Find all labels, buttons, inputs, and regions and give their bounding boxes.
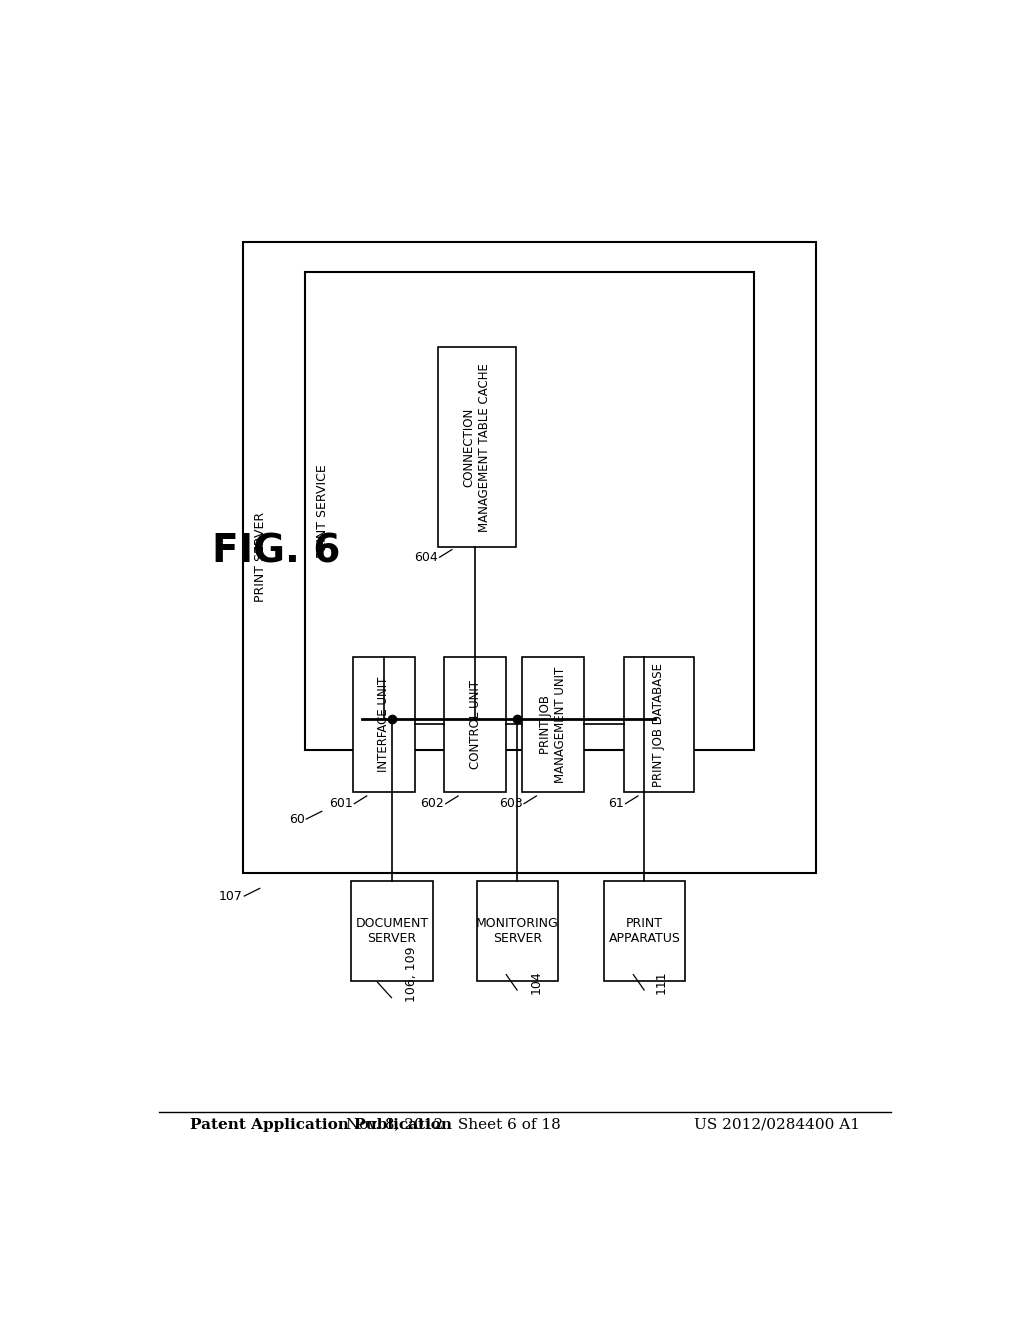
Bar bbox=[243, 242, 816, 873]
Text: Nov. 8, 2012   Sheet 6 of 18: Nov. 8, 2012 Sheet 6 of 18 bbox=[346, 1118, 561, 1131]
Text: 106, 109: 106, 109 bbox=[406, 946, 419, 1002]
Bar bbox=[522, 657, 585, 792]
Text: 602: 602 bbox=[421, 797, 444, 810]
Text: CONNECTION
MANAGEMENT TABLE CACHE: CONNECTION MANAGEMENT TABLE CACHE bbox=[463, 363, 490, 532]
Text: 61: 61 bbox=[608, 797, 624, 810]
Text: 107: 107 bbox=[219, 890, 243, 903]
Text: MONITORING
SERVER: MONITORING SERVER bbox=[476, 916, 559, 945]
Text: 104: 104 bbox=[529, 970, 543, 994]
Text: PRINT SERVER: PRINT SERVER bbox=[254, 512, 266, 602]
Text: PRINT JOB DATABASE: PRINT JOB DATABASE bbox=[652, 663, 666, 787]
Text: PRINT JOB
MANAGEMENT UNIT: PRINT JOB MANAGEMENT UNIT bbox=[540, 667, 567, 783]
Bar bbox=[305, 272, 755, 750]
Text: DOCUMENT
SERVER: DOCUMENT SERVER bbox=[355, 916, 428, 945]
Text: CONTROL UNIT: CONTROL UNIT bbox=[469, 680, 481, 770]
Bar bbox=[438, 347, 515, 548]
Bar bbox=[351, 880, 432, 981]
Text: Patent Application Publication: Patent Application Publication bbox=[190, 1118, 452, 1131]
Bar bbox=[624, 657, 693, 792]
Text: US 2012/0284400 A1: US 2012/0284400 A1 bbox=[693, 1118, 859, 1131]
Text: PRINT SERVICE: PRINT SERVICE bbox=[315, 465, 329, 558]
Text: INTERFACE UNIT: INTERFACE UNIT bbox=[377, 677, 390, 772]
Bar bbox=[352, 657, 415, 792]
Text: 111: 111 bbox=[655, 970, 668, 994]
Text: 60: 60 bbox=[289, 813, 305, 825]
Bar bbox=[604, 880, 685, 981]
Bar bbox=[444, 657, 506, 792]
Text: 601: 601 bbox=[329, 797, 352, 810]
Bar bbox=[477, 880, 558, 981]
Text: 603: 603 bbox=[499, 797, 522, 810]
Text: PRINT
APPARATUS: PRINT APPARATUS bbox=[608, 916, 681, 945]
Text: 604: 604 bbox=[415, 550, 438, 564]
Text: FIG. 6: FIG. 6 bbox=[212, 532, 340, 570]
